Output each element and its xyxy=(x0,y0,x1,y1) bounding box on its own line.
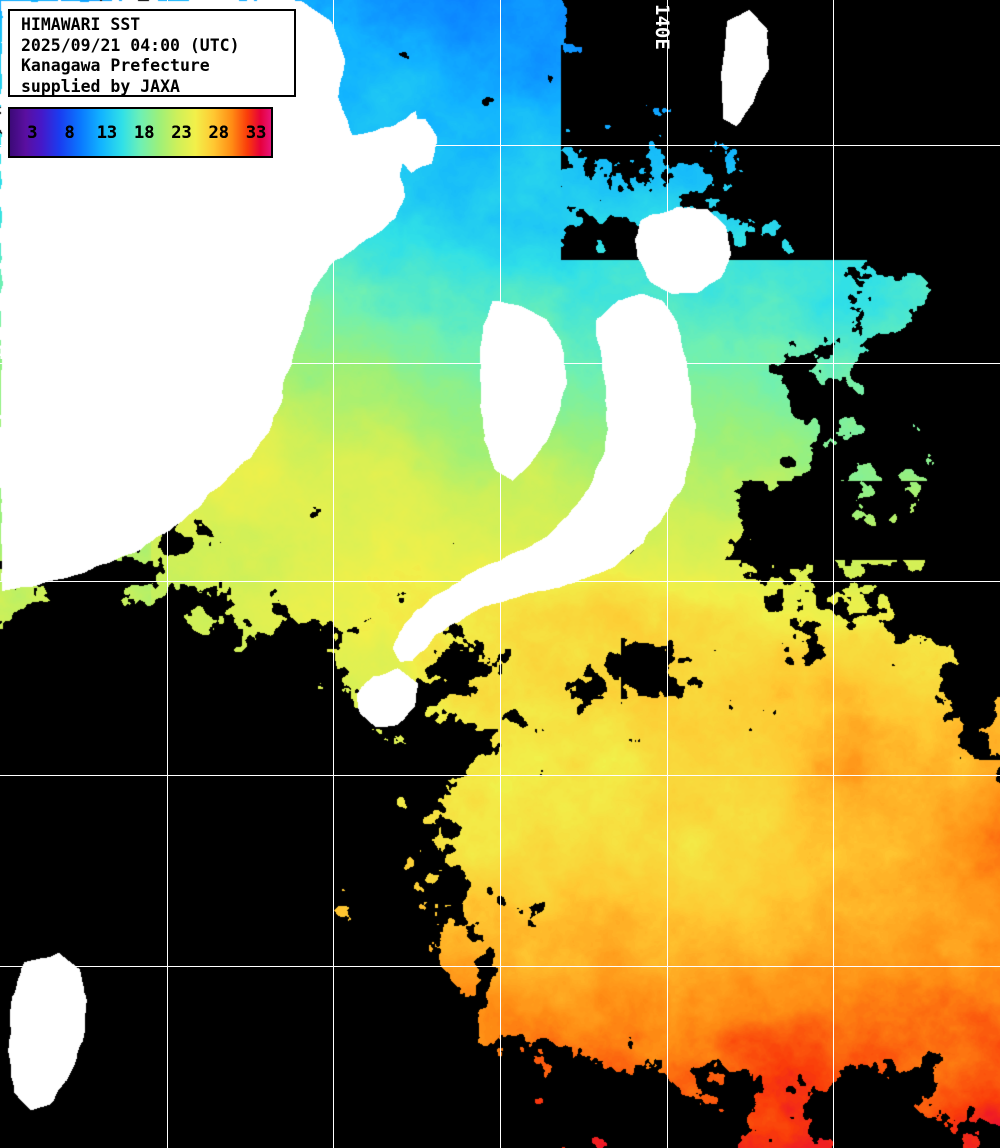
colorbar-tick-18: 18 xyxy=(133,122,155,143)
gridline-parallel xyxy=(0,775,1000,776)
colorbar-tick-labels: 3 8 13 18 23 28 33 xyxy=(10,109,271,156)
latitude-label: 40N xyxy=(0,342,29,364)
colorbar-tick-33: 33 xyxy=(245,122,267,143)
product-region: Kanagawa Prefecture xyxy=(21,56,210,75)
gridline-parallel xyxy=(0,363,1000,364)
gridline-parallel xyxy=(0,145,1000,146)
gridline-parallel xyxy=(0,966,1000,967)
colorbar-tick-28: 28 xyxy=(208,122,230,143)
gridline-meridian xyxy=(667,0,668,1148)
longitude-label: 140E xyxy=(651,4,673,50)
temperature-colorbar: 3 8 13 18 23 28 33 xyxy=(8,107,273,158)
product-title: HIMAWARI SST xyxy=(21,15,141,34)
colorbar-tick-8: 8 xyxy=(64,122,75,143)
colorbar-tick-13: 13 xyxy=(96,122,118,143)
gridline-parallel xyxy=(0,581,1000,582)
gridline-meridian xyxy=(167,0,168,1148)
colorbar-tick-3: 3 xyxy=(27,122,38,143)
product-credit: supplied by JAXA xyxy=(21,76,180,96)
colorbar-tick-23: 23 xyxy=(171,122,192,143)
gridline-meridian xyxy=(500,0,501,1148)
gridline-meridian xyxy=(333,0,334,1148)
product-info-box: HIMAWARI SST 2025/09/21 04:00 (UTC) Kana… xyxy=(8,9,296,97)
gridline-meridian xyxy=(833,0,834,1148)
product-datetime: 2025/09/21 04:00 (UTC) xyxy=(21,35,240,55)
colorbar-gradient xyxy=(10,109,271,156)
